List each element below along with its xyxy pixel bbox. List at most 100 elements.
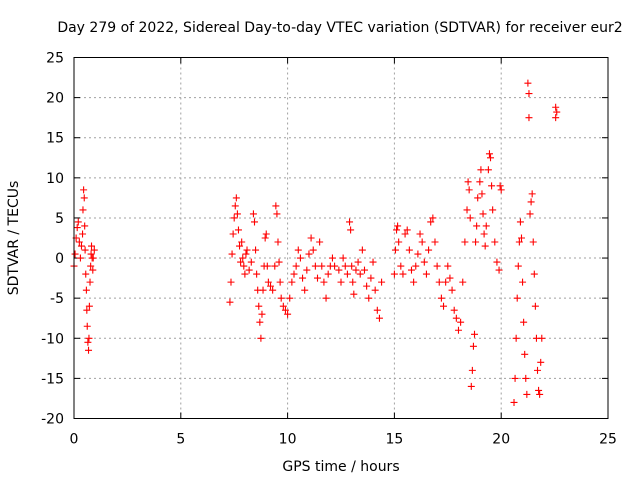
data-point-arc-b <box>369 258 377 266</box>
data-point-arc-c <box>477 166 485 174</box>
data-point-arc-c <box>474 194 482 202</box>
data-point-arc-b <box>263 262 271 270</box>
data-point-arc-c <box>427 218 435 226</box>
data-point-arc-c <box>403 226 411 234</box>
data-point-arc-d <box>531 302 539 310</box>
data-point-arc-b <box>292 262 300 270</box>
data-point-arc-a <box>87 250 95 258</box>
data-point-arc-c <box>405 246 413 254</box>
data-point-arc-b <box>255 302 263 310</box>
data-point-arc-b <box>322 294 330 302</box>
y-tick-label: -10 <box>41 331 64 347</box>
data-point-arc-d <box>537 358 545 366</box>
data-point-arc-d <box>510 398 518 406</box>
data-point-arc-c <box>446 274 454 282</box>
data-point-arc-b <box>231 202 239 210</box>
data-point-arc-b <box>245 266 253 274</box>
data-point-arc-d <box>512 334 520 342</box>
data-point-arc-d <box>538 334 546 342</box>
data-point-arc-b <box>371 286 379 294</box>
data-point-arc-c <box>391 246 399 254</box>
data-point-arc-c <box>489 206 497 214</box>
data-point-arc-b <box>303 266 311 274</box>
data-point-arc-c <box>478 190 486 198</box>
data-point-arc-d <box>525 90 533 98</box>
y-tick-label: 20 <box>46 91 64 107</box>
data-point-arc-a <box>81 246 89 254</box>
data-point-arc-a <box>85 346 93 354</box>
x-axis-label: GPS time / hours <box>282 459 399 475</box>
data-point-arc-b <box>271 262 279 270</box>
data-point-arc-a <box>74 218 82 226</box>
data-point-arc-b <box>284 310 292 318</box>
data-point-arc-c <box>437 294 445 302</box>
data-point-arc-a <box>80 186 88 194</box>
data-point-arc-d <box>519 278 527 286</box>
data-point-arc-b <box>269 286 277 294</box>
data-point-arc-a <box>90 246 98 254</box>
data-point-arc-b <box>286 294 294 302</box>
data-point-arc-d <box>536 390 544 398</box>
data-point-arc-c <box>491 238 499 246</box>
data-point-arc-d <box>513 294 521 302</box>
data-point-arc-b <box>346 218 354 226</box>
chart-title: Day 279 of 2022, Sidereal Day-to-day VTE… <box>57 20 622 36</box>
data-point-arc-d <box>521 350 529 358</box>
data-point-arc-d <box>525 114 533 122</box>
data-point-arc-a <box>75 238 83 246</box>
data-point-arc-a <box>73 224 81 232</box>
data-point-arc-c <box>435 278 443 286</box>
data-point-arc-c <box>412 262 420 270</box>
data-point-arc-b <box>299 274 307 282</box>
data-point-arc-c <box>479 210 487 218</box>
data-point-arc-a <box>89 266 97 274</box>
data-point-arc-b <box>236 242 244 250</box>
plot-border <box>73 57 609 419</box>
data-point-arc-a <box>85 334 93 342</box>
data-point-arc-a <box>82 270 90 278</box>
data-point-arc-c <box>442 278 450 286</box>
data-point-arc-b <box>328 254 336 262</box>
data-point-arc-b <box>267 282 275 290</box>
data-point-arc-c <box>467 382 475 390</box>
data-point-arc-d <box>530 270 538 278</box>
data-point-arc-b <box>240 262 248 270</box>
data-point-arc-a <box>80 194 88 202</box>
data-point-arc-c <box>433 262 441 270</box>
data-point-arc-c <box>440 302 448 310</box>
data-point-arc-b <box>337 278 345 286</box>
data-point-arc-b <box>234 226 242 234</box>
data-point-arc-c <box>484 166 492 174</box>
data-point-arc-b <box>233 210 241 218</box>
data-point-arc-d <box>527 198 535 206</box>
data-point-arc-b <box>358 246 366 254</box>
data-point-arc-c <box>463 206 471 214</box>
y-tick-label: -15 <box>41 371 64 387</box>
data-point-arc-c <box>496 182 504 190</box>
data-point-arc-c <box>390 270 398 278</box>
data-point-arc-c <box>395 238 403 246</box>
data-point-arc-b <box>259 286 267 294</box>
data-point-arc-b <box>320 278 328 286</box>
data-point-arc-c <box>493 258 501 266</box>
data-point-arc-b <box>307 234 315 242</box>
data-point-arc-b <box>314 274 322 282</box>
data-point-arc-b <box>272 202 280 210</box>
y-tick-label: -5 <box>50 291 64 307</box>
data-point-arc-a <box>76 254 84 262</box>
data-point-arc-b <box>367 274 375 282</box>
data-point-arc-b <box>324 270 332 278</box>
data-point-arc-b <box>363 282 371 290</box>
data-point-arc-c <box>461 238 469 246</box>
data-point-arc-c <box>457 318 465 326</box>
data-point-arc-c <box>422 270 430 278</box>
data-point-arc-c <box>410 278 418 286</box>
data-point-arc-a <box>84 338 92 346</box>
data-point-arc-d <box>522 374 530 382</box>
data-point-arc-a <box>85 302 93 310</box>
data-point-arc-b <box>290 270 298 278</box>
data-point-arc-a <box>82 286 90 294</box>
data-point-arc-d <box>529 238 537 246</box>
data-point-arc-c <box>407 266 415 274</box>
data-point-arc-d <box>552 103 560 111</box>
